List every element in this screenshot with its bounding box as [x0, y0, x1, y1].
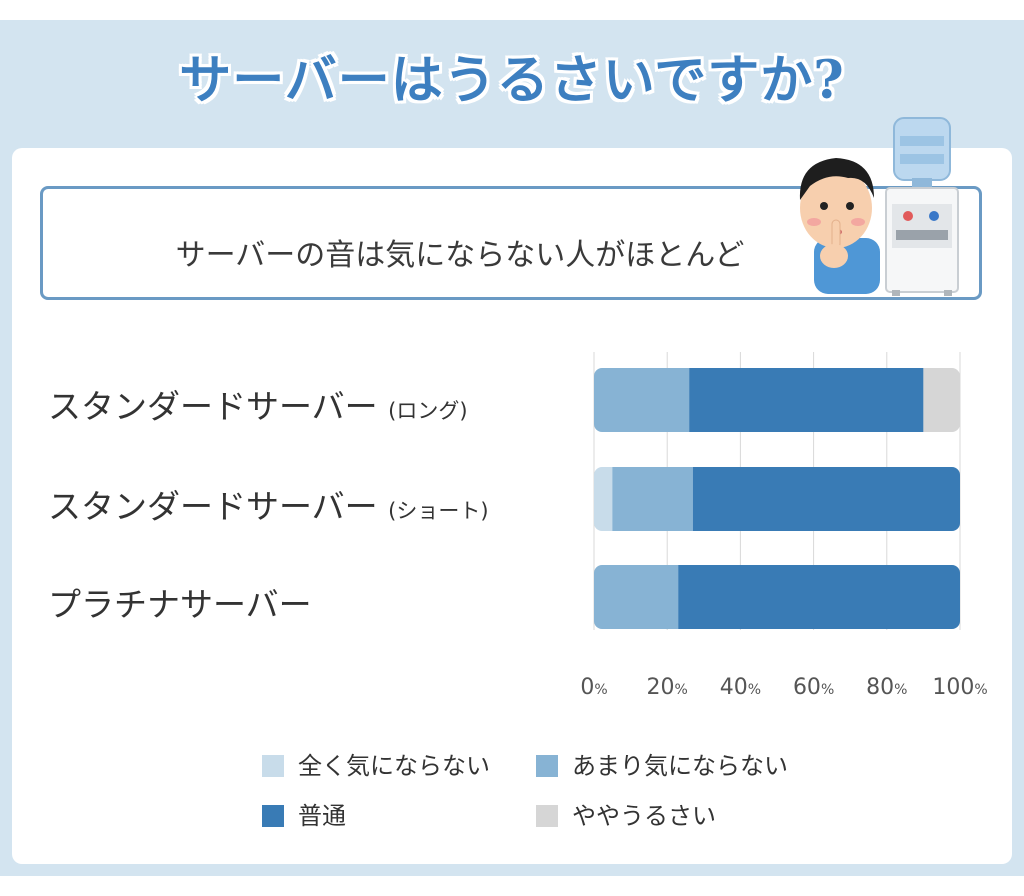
- category-label-standard-short: スタンダードサーバー (ショート): [48, 480, 489, 528]
- legend-item-not-much: あまり気にならない: [536, 746, 788, 781]
- legend-swatch: [536, 755, 558, 777]
- legend-item-somewhat-loud: ややうるさい: [536, 796, 716, 831]
- x-tick-label: 60%: [793, 675, 834, 700]
- legend-swatch: [262, 805, 284, 827]
- bar-segment: [923, 368, 960, 432]
- bar-segment: [692, 467, 960, 531]
- bar-segment: [594, 368, 690, 432]
- category-label-main: プラチナサーバー: [48, 585, 312, 624]
- x-tick-label: 0%: [580, 675, 607, 700]
- boy-shushing-icon: [799, 158, 880, 294]
- legend-swatch: [262, 755, 284, 777]
- legend-label: 普通: [298, 802, 346, 830]
- stacked-bar-chart: 0% 20% 40% 60% 80% 100%: [580, 352, 988, 700]
- category-label-main: スタンダードサーバー: [48, 487, 378, 526]
- x-tick-label: 20%: [647, 675, 688, 700]
- legend-item-normal: 普通: [262, 796, 346, 831]
- bar-segment: [594, 467, 613, 531]
- bar-segment: [612, 467, 693, 531]
- x-tick-label: 40%: [720, 675, 761, 700]
- legend-label: 全く気にならない: [298, 752, 490, 780]
- category-label-sub: (ショート): [388, 499, 489, 523]
- bar-segment: [678, 565, 960, 629]
- legend-swatch: [536, 805, 558, 827]
- water-server-icon: [885, 117, 959, 296]
- legend-label: ややうるさい: [572, 802, 716, 830]
- x-tick-label: 100%: [932, 675, 987, 700]
- legend-item-not-at-all: 全く気にならない: [262, 746, 490, 781]
- bar-row: [594, 368, 960, 432]
- callout-text: サーバーの音は気にならない人がほとんど: [175, 238, 745, 273]
- category-label-platinum: プラチナサーバー: [48, 578, 312, 626]
- category-label-sub: (ロング): [388, 399, 468, 423]
- page-title: サーバーはうるさいですか?: [179, 50, 845, 111]
- bar-row: [594, 565, 960, 629]
- water-server-illustration: [799, 117, 959, 296]
- bar-segment: [689, 368, 924, 432]
- legend-label: あまり気にならない: [572, 752, 788, 780]
- category-label-main: スタンダードサーバー: [48, 387, 378, 426]
- bar-segment: [594, 565, 679, 629]
- bar-row: [594, 467, 960, 531]
- category-label-standard-long: スタンダードサーバー (ロング): [48, 380, 468, 428]
- x-tick-label: 80%: [866, 675, 907, 700]
